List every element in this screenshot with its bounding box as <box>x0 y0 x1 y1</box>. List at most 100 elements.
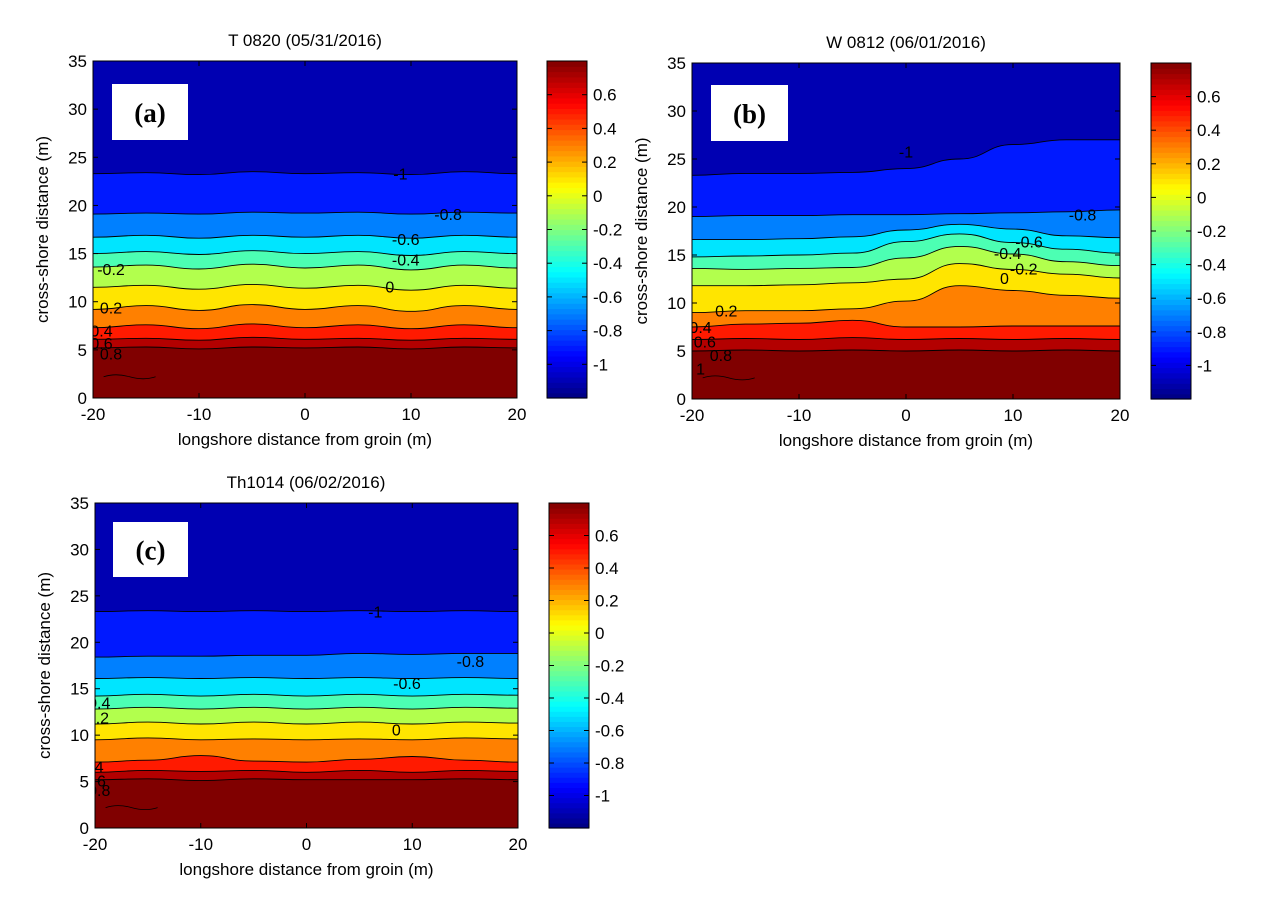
colorbar-swatch-b <box>1151 304 1191 311</box>
colorbar-tick-label-a: 0.6 <box>593 86 617 105</box>
colorbar-swatch-a <box>547 203 587 210</box>
contour-line-b <box>692 233 1120 258</box>
colorbar-swatch-b <box>1151 246 1191 253</box>
colorbar-swatch-b <box>1151 89 1191 96</box>
colorbar-swatch-a <box>547 250 587 257</box>
colorbar-swatch-a <box>547 87 587 94</box>
colorbar-swatch-b <box>1151 320 1191 327</box>
y-tick-label-c: 35 <box>70 494 89 513</box>
colorbar-swatch-c <box>549 711 589 717</box>
colorbar-swatch-b <box>1151 362 1191 369</box>
colorbar-swatch-c <box>549 812 589 819</box>
colorbar-swatch-b <box>1151 288 1191 295</box>
colorbar-swatch-c <box>549 584 589 590</box>
colorbar-swatch-c <box>549 604 589 611</box>
x-tick-label-b: 20 <box>1111 406 1130 425</box>
colorbar-swatch-a <box>547 392 587 399</box>
colorbar-swatch-a <box>547 124 587 131</box>
colorbar-swatch-c <box>549 543 589 550</box>
contour-label-a: 0.8 <box>100 347 122 364</box>
x-tick-label-c: -20 <box>83 835 108 854</box>
x-tick-label-a: -10 <box>187 405 212 424</box>
colorbar-swatch-c <box>549 660 589 667</box>
colorbar-swatch-a <box>547 271 587 278</box>
colorbar-swatch-b <box>1151 351 1191 358</box>
colorbar-tick-label-a: -0.4 <box>593 254 622 273</box>
x-tick-label-a: 10 <box>402 405 421 424</box>
colorbar-swatch-c <box>549 614 589 621</box>
colorbar-swatch-c <box>549 706 589 712</box>
contour-line-b <box>692 263 1120 287</box>
colorbar-swatch-b <box>1151 147 1191 153</box>
colorbar-swatch-b <box>1151 273 1191 279</box>
contour-line-a <box>93 250 517 256</box>
contour-line-b <box>692 349 1120 352</box>
colorbar-swatch-a <box>547 345 587 352</box>
colorbar-swatch-a <box>547 76 587 83</box>
colorbar-tick-label-b: 0 <box>1197 188 1206 207</box>
colorbar-swatch-b <box>1151 346 1191 353</box>
x-tick-label-a: 0 <box>300 405 309 424</box>
colorbar-swatch-a <box>547 171 587 178</box>
panel-b: -1-0.8-0.6-0.4-0.200.20.40.60.81-20 -10 0 1… <box>632 33 1226 450</box>
colorbar-tick-label-c: -1 <box>595 787 610 806</box>
colorbar-swatch-a <box>547 329 587 336</box>
colorbar-swatch-a <box>547 129 587 136</box>
colorbar-swatch-a <box>547 261 587 267</box>
y-tick-label-c: 0 <box>80 819 89 838</box>
colorbar-swatch-b <box>1151 225 1191 232</box>
colorbar-swatch-b <box>1151 283 1191 290</box>
colorbar-swatch-c <box>549 685 589 692</box>
panel-title-b: W 0812 (06/01/2016) <box>826 33 986 52</box>
colorbar-swatch-c <box>549 716 589 722</box>
y-tick-label-a: 30 <box>68 100 87 119</box>
y-tick-label-c: 25 <box>70 587 89 606</box>
contour-label-a: -0.2 <box>97 262 125 279</box>
colorbar-swatch-c <box>549 508 589 514</box>
colorbar-swatch-c <box>549 772 589 778</box>
contour-label-b: 0 <box>1000 271 1009 288</box>
contour-line-c <box>105 805 158 810</box>
colorbar-swatch-a <box>547 92 587 99</box>
colorbar-swatch-b <box>1151 372 1191 379</box>
colorbar-tick-label-c: -0.8 <box>595 754 624 773</box>
colorbar-swatch-b <box>1151 73 1191 80</box>
contour-label-b: 0.8 <box>710 348 732 365</box>
contour-line-a <box>103 374 156 380</box>
colorbar-swatch-c <box>549 807 589 814</box>
panel-title-c: Th1014 (06/02/2016) <box>227 473 386 492</box>
colorbar-swatch-a <box>547 245 587 252</box>
colorbar-tick-label-c: -0.6 <box>595 722 624 741</box>
colorbar-swatch-c <box>549 741 589 748</box>
colorbar-swatch-b <box>1151 330 1191 337</box>
colorbar-swatch-a <box>547 340 587 346</box>
colorbar-tick-label-c: 0 <box>595 624 604 643</box>
colorbar-tick-label-c: 0.2 <box>595 592 619 611</box>
panel-title-a: T 0820 (05/31/2016) <box>228 31 382 50</box>
y-tick-label-c: 30 <box>70 540 89 559</box>
colorbar-swatch-b <box>1151 157 1191 164</box>
colorbar-swatch-a <box>547 145 587 152</box>
y-tick-label-b: 20 <box>667 198 686 217</box>
colorbar-swatch-c <box>549 574 589 580</box>
colorbar-swatch-c <box>549 777 589 783</box>
contour-label-c: 0.8 <box>88 783 110 800</box>
colorbar-swatch-c <box>549 558 589 565</box>
contour-label-c: -1 <box>368 605 382 622</box>
band-level-0p8-a <box>93 347 517 398</box>
colorbar-tick-label-a: 0.2 <box>593 153 617 172</box>
colorbar-tick-label-a: -0.8 <box>593 322 622 341</box>
colorbar-swatch-b <box>1151 252 1191 258</box>
contour-label-c: .2 <box>96 711 109 728</box>
colorbar-swatch-c <box>549 569 589 575</box>
colorbar-swatch-a <box>547 218 587 225</box>
colorbar-swatch-b <box>1151 357 1191 363</box>
colorbar-swatch-c <box>549 655 589 662</box>
colorbar-swatch-b <box>1151 183 1191 190</box>
colorbar-swatch-a <box>547 382 587 389</box>
colorbar-swatch-c <box>549 594 589 601</box>
colorbar-swatch-b <box>1151 115 1191 122</box>
colorbar-tick-label-c: 0.6 <box>595 527 619 546</box>
colorbar-swatch-c <box>549 579 589 585</box>
colorbar-swatch-b <box>1151 105 1191 111</box>
